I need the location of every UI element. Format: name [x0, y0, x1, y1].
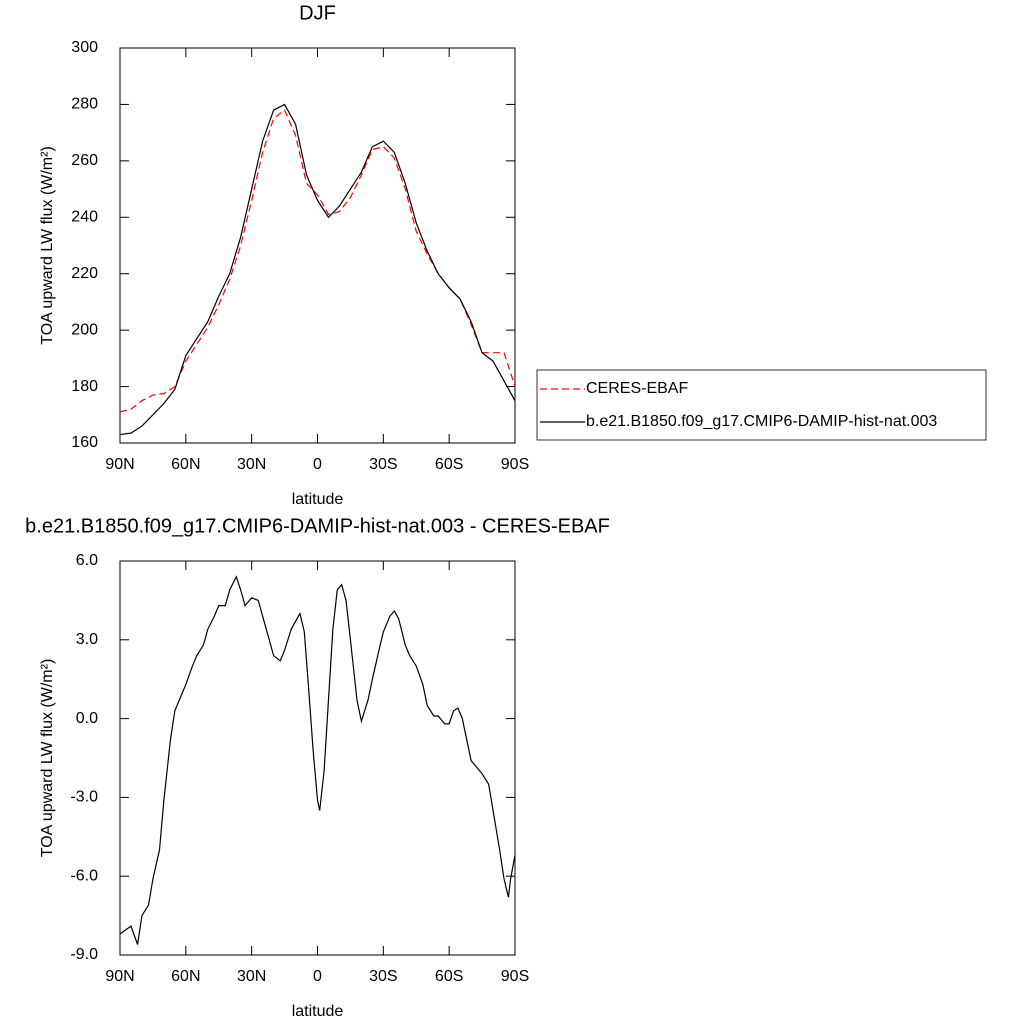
y-tick-label: -6.0	[70, 867, 98, 884]
x-tick-label: 60N	[171, 968, 200, 985]
y-tick-label: 260	[71, 152, 98, 169]
y-tick-label: 280	[71, 96, 98, 113]
y-tick-label: 160	[71, 434, 98, 451]
data-line	[119, 575, 516, 945]
legend-label: CERES-EBAF	[586, 380, 688, 397]
x-tick-label: 90S	[501, 456, 529, 473]
x-axis-label: latitude	[292, 491, 344, 508]
x-tick-label: 30N	[237, 968, 266, 985]
y-tick-label: 180	[71, 378, 98, 395]
y-tick-label: 200	[71, 321, 98, 338]
x-tick-label: 30S	[369, 968, 397, 985]
y-tick-label: 220	[71, 265, 98, 282]
chart-title: DJF	[299, 2, 336, 24]
x-tick-label: 60N	[171, 456, 200, 473]
x-tick-label: 60S	[435, 968, 463, 985]
y-tick-label: 3.0	[76, 631, 98, 648]
y-axis-label: TOA upward LW flux (W/m²)	[39, 146, 56, 345]
x-tick-label: 60S	[435, 456, 463, 473]
x-tick-label: 90S	[501, 968, 529, 985]
data-line	[119, 103, 516, 436]
legend-box	[536, 369, 987, 441]
plot-frame	[119, 560, 516, 956]
x-tick-label: 30S	[369, 456, 397, 473]
legend-label: b.e21.B1850.f09_g17.CMIP6-DAMIP-hist-nat…	[586, 413, 937, 430]
y-tick-label: 240	[71, 209, 98, 226]
y-tick-label: -3.0	[70, 789, 98, 806]
data-line	[119, 109, 516, 413]
y-tick-label: -9.0	[70, 946, 98, 963]
chart-title: b.e21.B1850.f09_g17.CMIP6-DAMIP-hist-nat…	[25, 515, 610, 537]
plot-frame	[119, 47, 516, 444]
x-tick-label: 90N	[105, 456, 134, 473]
y-tick-label: 6.0	[76, 552, 98, 569]
y-axis-label: TOA upward LW flux (W/m²)	[39, 659, 56, 858]
x-tick-label: 30N	[237, 456, 266, 473]
x-axis-label: latitude	[292, 1003, 344, 1020]
x-tick-label: 0	[313, 968, 322, 985]
x-tick-label: 90N	[105, 968, 134, 985]
y-tick-label: 0.0	[76, 710, 98, 727]
y-tick-label: 300	[71, 39, 98, 56]
x-tick-label: 0	[313, 456, 322, 473]
